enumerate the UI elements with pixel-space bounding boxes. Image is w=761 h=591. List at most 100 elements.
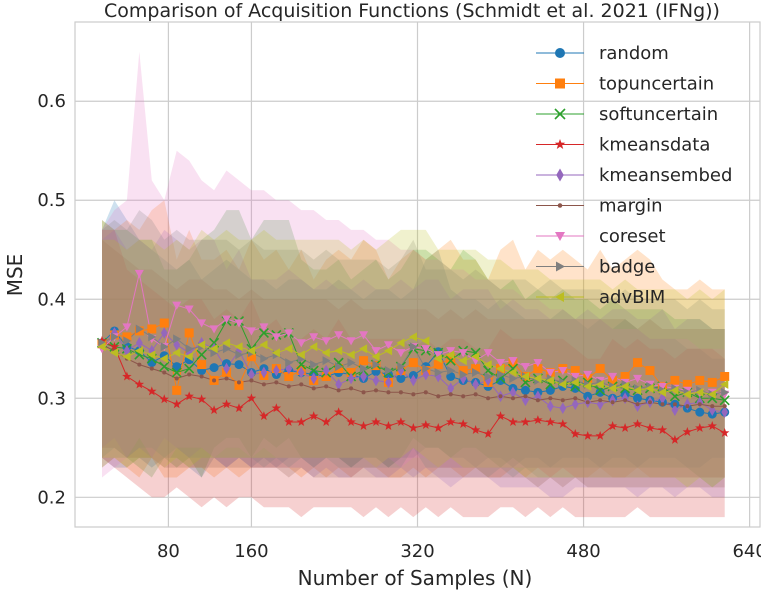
point-advBIM (309, 342, 318, 352)
point-kmeansdata (545, 417, 556, 427)
legend-marker-topuncertain (555, 78, 565, 89)
point-badge (384, 366, 393, 376)
point-topuncertain (321, 371, 331, 381)
point-advBIM (707, 389, 716, 399)
point-margin (510, 396, 516, 401)
point-coreset (334, 331, 344, 340)
point-margin (174, 376, 179, 381)
x-tick-label: 80 (157, 541, 180, 562)
point-kmeansdata (221, 399, 232, 409)
point-kmeansdata (645, 423, 655, 432)
point-kmeansdata (321, 417, 331, 427)
point-margin (610, 400, 615, 405)
point-topuncertain (471, 364, 481, 374)
legend-label-random: random (599, 43, 669, 64)
point-badge (160, 342, 169, 352)
point-margin (573, 396, 578, 401)
point-advBIM (533, 373, 542, 383)
point-advBIM (209, 344, 218, 354)
point-coreset (583, 370, 593, 380)
point-kmeansdata (396, 417, 406, 427)
point-coreset (545, 368, 555, 378)
legend-label-softuncertain: softuncertain (599, 104, 718, 125)
point-margin (299, 382, 304, 387)
point-kmeansembed (347, 372, 355, 385)
point-kmeansembed (559, 402, 567, 415)
point-kmeansembed (160, 327, 168, 339)
point-advBIM (134, 346, 143, 356)
point-advBIM (271, 348, 280, 358)
point-kmeansdata (346, 417, 356, 427)
grid (75, 22, 760, 527)
y-tick-label: 0.3 (37, 388, 66, 409)
point-badge (509, 373, 518, 383)
y-tick-label: 0.2 (37, 487, 66, 508)
point-topuncertain (720, 371, 730, 381)
point-kmeansembed (285, 362, 293, 375)
point-kmeansdata (234, 403, 244, 413)
point-margin (336, 388, 341, 393)
point-kmeansdata (134, 379, 145, 389)
point-badge (409, 342, 418, 352)
point-badge (496, 370, 506, 380)
point-coreset (234, 319, 244, 328)
point-topuncertain (595, 364, 605, 374)
point-random (234, 360, 244, 370)
point-advBIM (222, 338, 231, 348)
point-random (172, 362, 182, 372)
point-kmeansdata (333, 407, 344, 417)
point-softuncertain (171, 367, 182, 378)
point-kmeansembed (173, 338, 181, 351)
point-kmeansdata (271, 403, 282, 413)
point-coreset (608, 372, 618, 381)
point-advBIM (645, 383, 654, 393)
point-coreset (197, 319, 207, 328)
point-margin (523, 394, 528, 399)
point-margin (423, 390, 428, 395)
point-kmeansembed (223, 362, 230, 375)
point-topuncertain (695, 375, 705, 385)
point-badge (260, 354, 269, 364)
point-margin (498, 394, 503, 399)
point-margin (486, 396, 491, 401)
point-coreset (396, 349, 406, 358)
point-topuncertain (147, 324, 157, 334)
point-kmeansembed (385, 376, 392, 389)
point-topuncertain (446, 354, 456, 364)
point-topuncertain (284, 371, 294, 381)
y-tick-label: 0.6 (37, 91, 66, 112)
point-badge (135, 324, 144, 334)
point-topuncertain (184, 328, 194, 338)
point-margin (548, 396, 553, 401)
x-tick-label: 320 (400, 541, 434, 562)
point-badge (372, 360, 381, 370)
point-margin (224, 376, 229, 381)
point-random (633, 393, 643, 403)
point-advBIM (147, 350, 156, 360)
point-advBIM (109, 348, 119, 358)
point-advBIM (296, 350, 305, 360)
point-badge (235, 350, 244, 360)
point-coreset (483, 349, 493, 358)
point-badge (123, 336, 132, 346)
point-coreset (421, 345, 431, 354)
point-badge (210, 348, 219, 358)
point-kmeansdata (446, 417, 456, 427)
point-margin (187, 372, 192, 377)
point-kmeansembed (185, 346, 193, 359)
point-kmeansdata (707, 421, 717, 430)
point-margin (349, 386, 354, 391)
point-advBIM (496, 364, 505, 374)
legend-marker-advBIM (555, 292, 564, 302)
point-kmeansdata (720, 427, 730, 437)
point-topuncertain (458, 366, 468, 376)
point-kmeansembed (272, 364, 280, 377)
point-kmeansembed (297, 366, 305, 379)
point-kmeansembed (472, 378, 479, 391)
point-kmeansdata (196, 394, 207, 404)
point-margin (635, 402, 640, 407)
point-kmeansdata (695, 423, 705, 432)
point-kmeansembed (447, 382, 455, 395)
point-coreset (433, 351, 443, 360)
point-kmeansdata (657, 425, 668, 434)
